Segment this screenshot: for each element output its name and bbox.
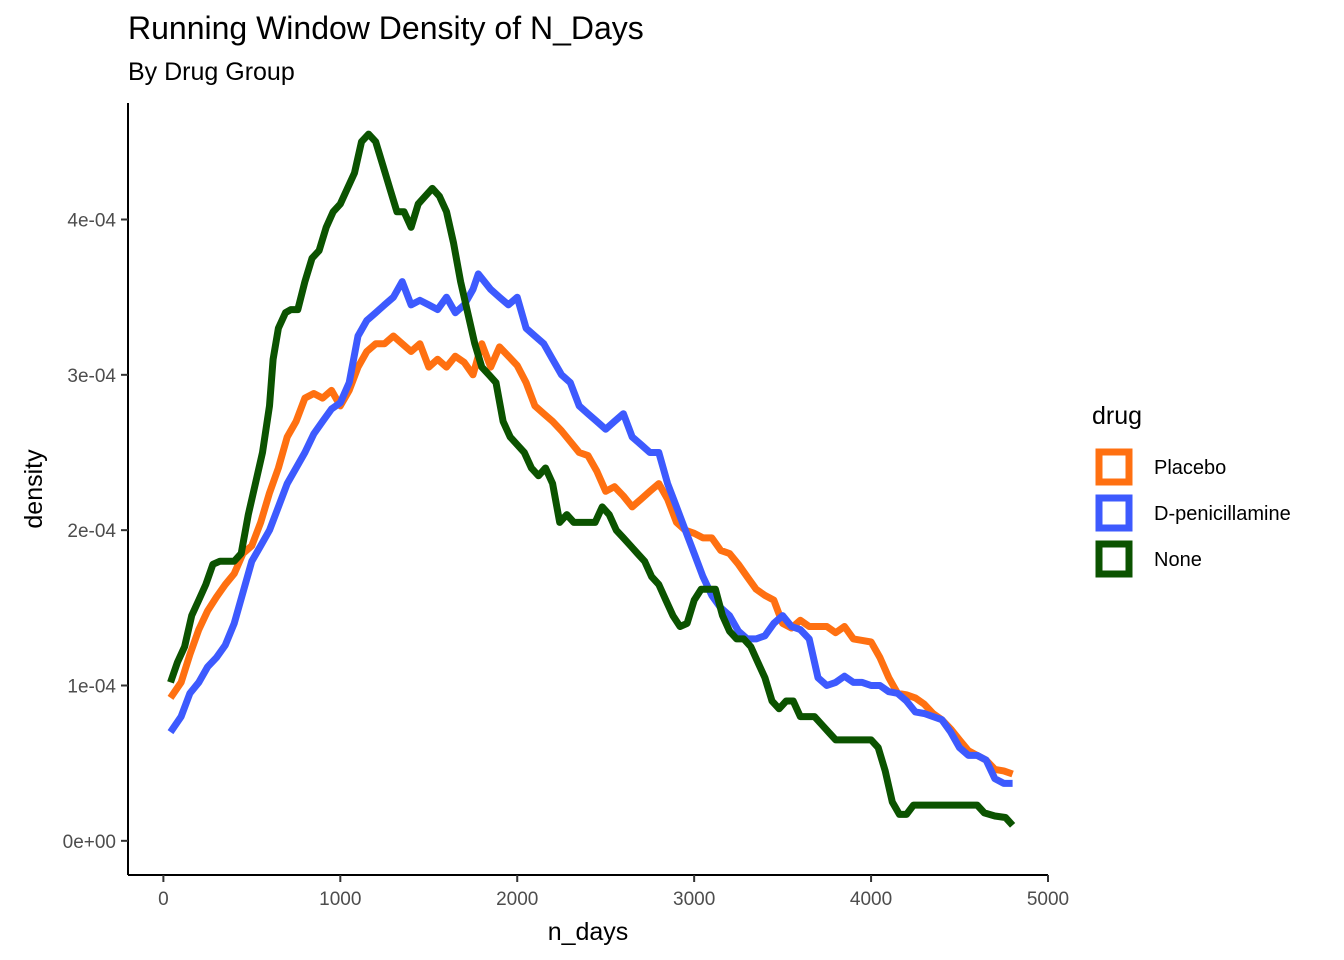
x-tick-label: 4000 [850,889,892,910]
series-layer [167,130,1016,828]
series-line-placebo [167,332,1014,778]
series-line-none [167,130,1016,828]
y-tick-label: 1e-04 [67,676,116,697]
chart-title: Running Window Density of N_Days [128,10,644,46]
legend-key-placebo [1095,448,1133,486]
y-tick-label: 2e-04 [67,521,116,542]
legend-items: Placebo D-penicillamine None [1095,448,1291,578]
legend-label: None [1154,549,1202,571]
x-tick-label: 3000 [673,889,715,910]
y-tick-label: 4e-04 [67,210,116,231]
legend-key-none [1095,540,1133,578]
x-axis-ticks: 0 1000 2000 3000 4000 5000 [158,875,1069,910]
y-tick-label: 3e-04 [67,366,116,387]
x-tick-label: 1000 [319,889,361,910]
x-tick-label: 2000 [496,889,538,910]
legend-label: Placebo [1154,457,1226,479]
legend-key-d-penicillamine [1095,494,1133,532]
legend-label: D-penicillamine [1154,503,1291,525]
legend-title: drug [1092,402,1142,430]
y-axis-title: density [20,449,48,529]
x-tick-label: 5000 [1027,889,1069,910]
chart-subtitle: By Drug Group [128,58,295,86]
x-axis-title: n_days [548,918,629,946]
series-line-d-penicillamine [167,270,1013,787]
x-tick-label: 0 [158,889,169,910]
y-tick-label: 0e+00 [63,832,116,853]
legend: drug Placebo D-penicillamine None [1092,402,1291,578]
y-axis-ticks: 0e+00 1e-04 2e-04 3e-04 4e-04 [63,210,128,853]
